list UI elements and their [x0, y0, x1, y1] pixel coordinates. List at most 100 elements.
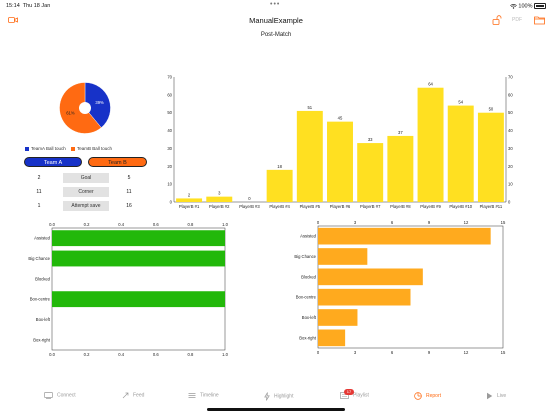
y-tick-label-right: 40 — [508, 128, 513, 133]
y-tick-label-right: 70 — [508, 75, 513, 80]
y-category-label: Big Chance — [28, 256, 50, 261]
x-tick-label: PlayerB #1 — [179, 204, 200, 209]
pie-hole — [79, 102, 91, 114]
wifi-icon — [509, 3, 517, 9]
tab-feed[interactable]: Feed — [122, 392, 144, 406]
x-tick-label-bottom: 1.0 — [222, 352, 228, 357]
legend-item-team-b: TeamB Ball touch — [71, 146, 112, 151]
x-tick-label-top: 9 — [428, 220, 431, 225]
amber-horizontal-bar-chart: 0 0 3 3 6 6 9 9 12 12 15 15 Assisted Big Chance Blocke… — [294, 220, 506, 355]
y-tick-label-right: 30 — [508, 146, 513, 151]
pie-legend: TeamA Ball touch TeamB Ball touch — [25, 146, 116, 151]
x-tick-label-top: 1.0 — [222, 222, 228, 227]
bar — [318, 329, 346, 347]
y-category-label: Box-right — [299, 335, 317, 340]
bar — [266, 169, 293, 202]
tab-report[interactable]: Report — [414, 392, 441, 406]
x-tick-label-bottom: 0.8 — [187, 352, 193, 357]
tab-live[interactable]: Live — [486, 392, 506, 406]
bar — [176, 198, 203, 202]
team-a-button[interactable]: Team A — [24, 157, 82, 167]
bar-value-label: 45 — [338, 116, 343, 121]
x-tick-label-top: 6 — [391, 220, 394, 225]
stat-label[interactable]: Attempt save — [63, 201, 109, 211]
tab-connect[interactable]: Connect — [44, 392, 76, 406]
feed-icon — [122, 392, 129, 399]
x-tick-label: PlayerB #6 — [330, 204, 351, 209]
bar — [447, 105, 474, 202]
video-camera-icon[interactable] — [8, 16, 18, 24]
x-tick-label-top: 0.8 — [187, 222, 193, 227]
ball-touch-pie-chart: 39% 61% — [59, 82, 111, 134]
x-tick-label-top: 15 — [501, 220, 506, 225]
stat-team-a-value: 2 — [37, 175, 41, 181]
bar-value-label: 2 — [188, 192, 191, 197]
x-tick-label-top: 0 — [317, 220, 320, 225]
x-tick-label: PlayerB #5 — [300, 204, 321, 209]
unlock-icon[interactable] — [492, 15, 502, 25]
y-tick-label-left: 40 — [167, 128, 172, 133]
pie-slice — [84, 82, 111, 128]
stat-row-corner: 11 Corner 11 — [24, 187, 147, 197]
plot-frame — [317, 225, 504, 349]
plot-frame — [51, 227, 226, 351]
bar — [318, 248, 368, 265]
bar — [318, 268, 423, 286]
stat-team-a-value: 11 — [36, 189, 42, 195]
y-category-label: Box-left — [36, 317, 51, 322]
x-tick-label-top: 0.0 — [49, 222, 55, 227]
x-tick-label-bottom: 15 — [501, 350, 506, 355]
y-category-label: Big Chance — [294, 254, 316, 259]
bar — [52, 250, 225, 267]
nav-title: ManualExample — [249, 16, 303, 25]
x-tick-label: PlayerB #7 — [360, 204, 381, 209]
x-tick-label-bottom: 3 — [354, 350, 357, 355]
team-b-button[interactable]: Team B — [88, 157, 147, 167]
connect-icon — [44, 392, 53, 399]
x-tick-label: PlayerB #3 — [239, 204, 260, 209]
bar — [387, 135, 414, 202]
tab-highlight[interactable]: Highlight — [264, 392, 293, 406]
bar — [327, 121, 353, 202]
x-tick-label-bottom: 6 — [391, 350, 394, 355]
x-tick-label-bottom: 0.0 — [49, 352, 55, 357]
stat-label[interactable]: Goal — [63, 173, 109, 183]
x-tick-label-top: 0.4 — [118, 222, 124, 227]
lightning-icon — [264, 392, 270, 401]
timeline-icon — [188, 393, 196, 398]
bar — [318, 288, 411, 306]
stat-team-b-value: 5 — [127, 175, 131, 181]
pie-slice-label: 61% — [66, 111, 75, 116]
legend-swatch-team-b — [71, 146, 76, 151]
bar-value-label: 33 — [368, 137, 373, 142]
y-tick-label-left: 20 — [167, 164, 172, 169]
multitask-dots[interactable]: ••• — [270, 1, 281, 8]
bar — [52, 230, 225, 247]
y-category-label: Box-centre — [30, 297, 51, 302]
x-tick-label: PlayerB #4 — [269, 204, 290, 209]
y-category-label: Blocked — [35, 276, 51, 281]
bar-value-label: 54 — [458, 100, 463, 105]
x-tick-label-bottom: 0.6 — [153, 352, 159, 357]
y-tick-label-left: 60 — [167, 92, 172, 97]
x-tick-label-bottom: 0 — [317, 350, 320, 355]
home-indicator[interactable] — [207, 408, 345, 411]
folder-icon[interactable] — [534, 15, 545, 25]
report-icon — [414, 392, 422, 400]
x-tick-label-bottom: 0.4 — [118, 352, 124, 357]
x-tick-label-bottom: 12 — [464, 350, 469, 355]
legend-item-team-a: TeamA Ball touch — [25, 146, 66, 151]
x-tick-label-bottom: 0.2 — [84, 352, 90, 357]
stat-team-b-value: 16 — [126, 203, 132, 209]
page-subtitle: Post-Match — [260, 32, 292, 38]
pdf-export-button[interactable]: PDF — [512, 17, 522, 23]
y-category-label: Box-left — [302, 315, 317, 320]
stat-label[interactable]: Corner — [63, 187, 109, 197]
tab-timeline[interactable]: Timeline — [188, 392, 219, 406]
bar — [357, 143, 384, 202]
y-category-label: Blocked — [301, 274, 317, 279]
battery-percent: 100% — [518, 3, 533, 10]
y-tick-label-left: 10 — [167, 182, 172, 187]
y-category-label: Assisted — [34, 236, 50, 241]
